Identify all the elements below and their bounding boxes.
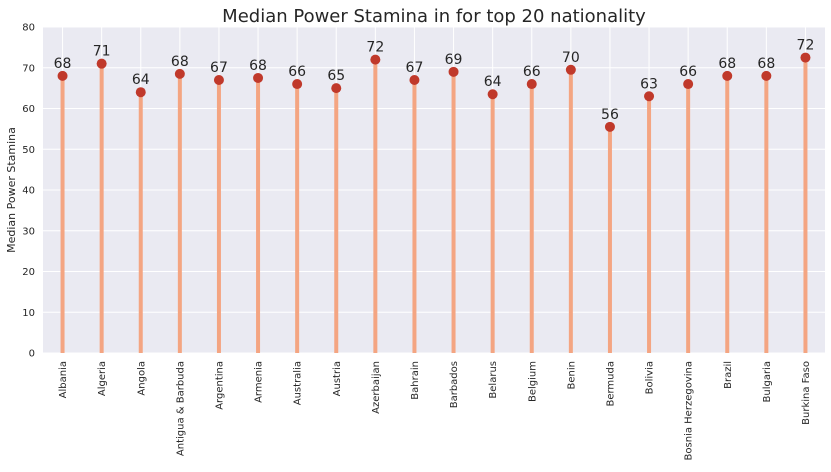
y-tick-label: 0 [29,349,35,360]
lollipop-marker [253,73,263,83]
data-label: 65 [327,68,345,84]
chart-title: Median Power Stamina in for top 20 natio… [222,6,646,27]
x-tick-label: Algeria [97,361,108,396]
x-axis-ticks: Albania Algeria Angola Antigua & Barbuda Arg… [58,361,812,460]
x-tick-label: Bolivia [645,361,656,394]
lollipop-marker [722,71,732,81]
lollipop-marker [58,71,68,81]
x-tick-label: Bahrain [410,361,421,400]
lollipop-marker [292,79,302,89]
data-label: 66 [288,64,306,80]
data-label: 56 [601,107,619,123]
lollipop-marker [761,71,771,81]
y-tick-label: 60 [22,104,35,115]
x-tick-label: Bermuda [605,361,616,407]
lollipop-marker [136,87,146,97]
lollipop-marker [214,75,224,85]
y-tick-label: 20 [22,267,35,278]
data-label: 66 [679,64,697,80]
x-tick-label: Bulgaria [762,361,773,402]
lollipop-marker [97,59,107,69]
lollipop-marker [566,65,576,75]
data-label: 64 [484,74,502,90]
x-tick-label: Barbados [449,361,460,408]
data-label: 69 [445,52,463,68]
data-label: 68 [54,56,72,72]
x-tick-label: Albania [58,361,69,398]
y-axis-ticks: 0 10 20 30 40 50 60 70 80 [22,23,35,360]
x-tick-label: Angola [136,361,147,396]
data-label: 68 [757,56,775,72]
data-label: 66 [523,64,541,80]
lollipop-marker [683,79,693,89]
y-tick-label: 10 [22,308,35,319]
lollipop-marker [488,89,498,99]
lollipop-marker [409,75,419,85]
x-tick-label: Antigua & Barbuda [175,361,186,456]
data-label: 72 [366,40,384,56]
x-tick-label: Brazil [723,361,734,389]
x-tick-label: Bosnia Herzegovina [684,361,695,460]
data-label: 67 [210,60,228,76]
y-tick-label: 40 [22,186,35,197]
x-tick-label: Armenia [254,361,265,403]
data-label: 64 [132,72,150,88]
x-tick-label: Burkina Faso [801,361,812,425]
x-tick-label: Austria [332,361,343,396]
lollipop-marker [605,122,615,132]
lollipop-marker [800,53,810,63]
data-label: 71 [93,44,111,60]
data-label: 72 [797,38,815,54]
data-label: 67 [406,60,424,76]
y-tick-label: 30 [22,226,35,237]
data-label: 63 [640,76,658,92]
lollipop-marker [331,83,341,93]
data-label: 68 [249,58,267,74]
x-tick-label: Belarus [488,361,499,399]
y-tick-label: 70 [22,63,35,74]
x-tick-label: Argentina [214,361,225,410]
data-label: 68 [718,56,736,72]
x-tick-label: Belgium [527,361,538,402]
x-tick-label: Australia [293,361,304,405]
data-label: 68 [171,54,189,70]
lollipop-marker [175,69,185,79]
y-tick-label: 50 [22,145,35,156]
data-label: 70 [562,50,580,66]
lollipop-marker [370,55,380,65]
x-tick-label: Azerbaijan [371,361,382,414]
y-axis-label: Median Power Stamina [5,127,18,253]
x-tick-label: Benin [566,361,577,389]
lollipop-marker [527,79,537,89]
lollipop-marker [644,91,654,101]
y-tick-label: 80 [22,23,35,34]
lollipop-marker [449,67,459,77]
